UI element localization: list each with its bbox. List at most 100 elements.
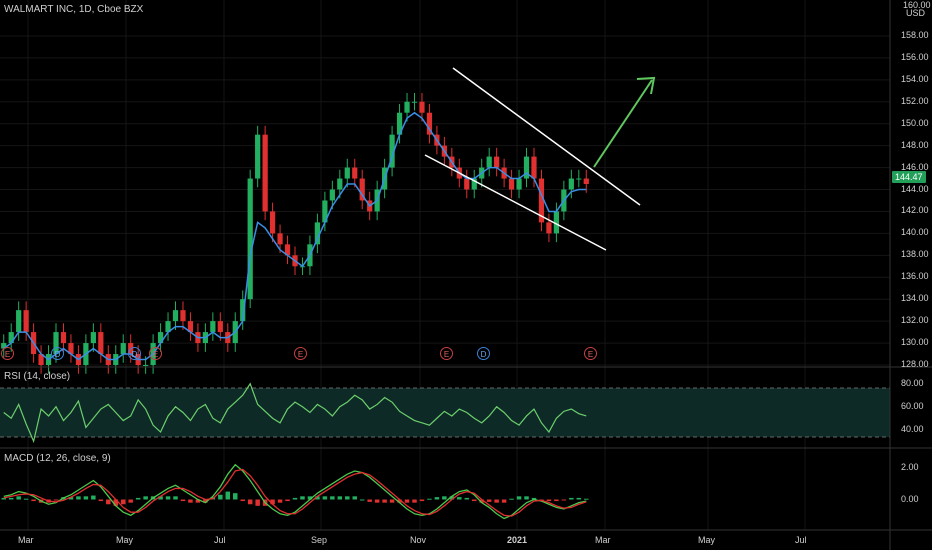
macd-histogram-bar bbox=[180, 499, 186, 502]
macd-histogram-bar bbox=[203, 499, 208, 503]
candle-body bbox=[255, 134, 261, 179]
macd-histogram-bar bbox=[300, 496, 305, 500]
breakout-arrow-head bbox=[636, 76, 656, 95]
macd-histogram-bar bbox=[16, 496, 21, 500]
macd-histogram-bar bbox=[419, 499, 425, 502]
candle-body bbox=[217, 321, 223, 333]
macd-histogram-bar bbox=[501, 499, 507, 503]
candle-body bbox=[210, 321, 216, 333]
macd-histogram-bar bbox=[337, 496, 343, 500]
price-tick-label: 130.00 bbox=[901, 337, 929, 348]
candle-body bbox=[53, 332, 59, 355]
macd-pane-label[interactable]: MACD (12, 26, close, 9) bbox=[4, 453, 111, 464]
rsi-tick-label: 60.00 bbox=[901, 400, 924, 411]
macd-histogram-bar bbox=[569, 497, 574, 500]
macd-histogram-bar bbox=[255, 499, 260, 506]
macd-histogram-bar bbox=[128, 499, 133, 503]
macd-histogram-bar bbox=[143, 496, 148, 500]
candle-body bbox=[352, 167, 358, 179]
macd-histogram-bar bbox=[330, 496, 335, 500]
price-tick-label: 154.00 bbox=[901, 73, 929, 84]
macd-histogram-bar bbox=[374, 499, 380, 503]
macd-histogram-bar bbox=[240, 499, 245, 502]
candle-body bbox=[284, 244, 291, 256]
price-tick-label: 140.00 bbox=[901, 227, 929, 238]
breakout-arrow[interactable] bbox=[593, 79, 653, 168]
price-tick-label: 148.00 bbox=[901, 139, 929, 150]
price-tick-label: 146.00 bbox=[901, 161, 929, 172]
earnings-event-icon[interactable]: E bbox=[149, 347, 162, 360]
macd-histogram-bar bbox=[233, 493, 238, 500]
earnings-event-icon[interactable]: E bbox=[294, 347, 307, 360]
macd-histogram-bar bbox=[457, 497, 462, 500]
signal-line bbox=[3, 468, 587, 517]
trendlines bbox=[424, 67, 656, 251]
candle-body bbox=[531, 156, 537, 179]
macd-histogram-bar bbox=[91, 495, 96, 500]
candle-body bbox=[180, 310, 186, 322]
current-price-tag: 144.47 bbox=[892, 171, 926, 183]
lower-trendline[interactable] bbox=[424, 154, 607, 251]
dividend-event-icon[interactable]: D bbox=[51, 347, 64, 360]
price-tick-label: 144.00 bbox=[901, 183, 929, 194]
earnings-event-icon[interactable]: E bbox=[584, 347, 597, 360]
time-tick-label: May bbox=[116, 535, 134, 545]
rsi-pane-label[interactable]: RSI (14, close) bbox=[4, 371, 71, 382]
macd-histogram-bar bbox=[359, 499, 365, 501]
price-tick-label: 136.00 bbox=[901, 271, 929, 282]
macd-histogram-bar bbox=[389, 499, 395, 503]
macd-histogram-bar bbox=[23, 498, 29, 500]
time-tick-label: Jul bbox=[214, 535, 226, 545]
earnings-event-icon[interactable]: E bbox=[1, 347, 14, 360]
dividend-event-icon[interactable]: D bbox=[128, 347, 141, 360]
macd-histogram-bar bbox=[427, 498, 432, 500]
candle-body bbox=[172, 310, 179, 322]
macd-histogram-bar bbox=[106, 499, 111, 505]
macd-histogram-bar bbox=[516, 496, 522, 500]
macd-histogram-bar bbox=[120, 499, 126, 505]
upper-trendline[interactable] bbox=[452, 67, 641, 206]
candle-body bbox=[16, 310, 22, 333]
candle-body bbox=[143, 365, 149, 366]
candle-body bbox=[157, 332, 164, 344]
macd-histogram-bar bbox=[68, 497, 74, 500]
macd-tick-label: 0.00 bbox=[901, 493, 919, 504]
time-tick-label: 2021 bbox=[507, 535, 528, 545]
macd-histogram-bar bbox=[135, 497, 141, 500]
candle-body bbox=[494, 156, 500, 168]
macd-histogram-bar bbox=[524, 496, 529, 500]
time-tick-label: Mar bbox=[595, 535, 611, 545]
price-tick-label: 152.00 bbox=[901, 95, 929, 106]
candle-body bbox=[568, 178, 574, 190]
rsi-tick-label: 40.00 bbox=[901, 423, 924, 434]
macd-histogram-bar bbox=[509, 498, 514, 500]
macd-histogram-bar bbox=[315, 496, 320, 500]
earnings-event-icon[interactable]: E bbox=[440, 347, 453, 360]
macd-histogram-bar bbox=[584, 498, 589, 500]
time-tick-label: Jul bbox=[795, 535, 807, 545]
macd-histogram-bar bbox=[292, 497, 298, 500]
macd-histogram-bar bbox=[412, 499, 417, 503]
macd-histogram-bar bbox=[1, 497, 6, 500]
candle-body bbox=[322, 200, 328, 223]
macd-histogram-bar bbox=[554, 499, 559, 502]
macd-histogram-bar bbox=[382, 499, 387, 503]
time-tick-label: Nov bbox=[410, 535, 427, 545]
candle-body bbox=[419, 101, 425, 113]
top-price-label: 160.00 bbox=[903, 0, 931, 10]
macd-histogram-bar bbox=[352, 496, 357, 500]
candle-body bbox=[426, 112, 433, 135]
currency-label[interactable]: USD bbox=[906, 8, 926, 18]
macd-histogram-bar bbox=[195, 499, 201, 503]
candle-body bbox=[1, 343, 7, 349]
symbol-title[interactable]: WALMART INC, 1D, Cboe BZX bbox=[4, 4, 144, 15]
candle-body bbox=[8, 332, 14, 344]
macd-histogram-bar bbox=[277, 499, 283, 503]
candle-body bbox=[576, 178, 582, 180]
dividend-event-icon[interactable]: D bbox=[477, 347, 490, 360]
macd-histogram-bar bbox=[270, 499, 275, 505]
candle-body bbox=[262, 134, 268, 212]
macd-histogram-bar bbox=[479, 499, 484, 503]
candle-body bbox=[329, 189, 335, 201]
